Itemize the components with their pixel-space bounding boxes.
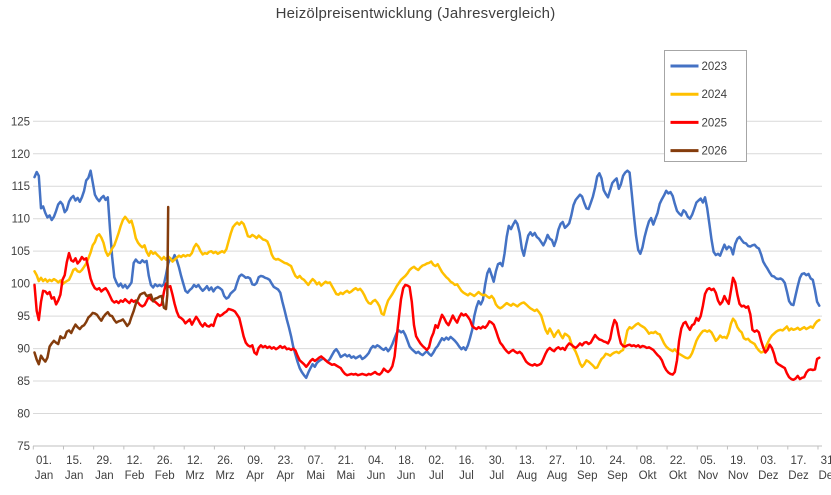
x-tick-label: 19. Nov	[728, 455, 749, 482]
x-tick-label: 16. Jul	[459, 455, 475, 482]
y-tick-label: 75	[17, 441, 30, 453]
y-tick-label: 120	[11, 149, 30, 161]
x-tick-label: 23. Apr	[276, 455, 294, 482]
legend-label-2023: 2023	[702, 61, 728, 73]
x-tick-label: 01. Jan	[35, 455, 54, 482]
series-line-2025[interactable]	[33, 251, 821, 382]
series-line-2026[interactable]	[33, 205, 170, 366]
x-tick-label: 24. Sep	[607, 455, 627, 482]
x-tick-label: 21. Mai	[337, 455, 356, 482]
series-line-2023[interactable]	[33, 169, 821, 380]
y-tick-label: 115	[12, 181, 30, 193]
y-tick-label: 95	[17, 311, 30, 323]
x-tick-label: 26. Mrz	[215, 455, 234, 482]
chart-title: Heizölpreisentwicklung (Jahresvergleich)	[275, 5, 556, 22]
legend-entry-2025[interactable]: 2025	[670, 117, 728, 129]
x-tick-label: 02. Jul	[428, 455, 444, 482]
x-tick-label: 12. Mrz	[185, 455, 204, 482]
x-tick-label: 26. Feb	[155, 455, 175, 482]
series-line-2024[interactable]	[33, 215, 821, 370]
x-tick-label: 07. Mai	[306, 455, 325, 482]
legend-box	[664, 50, 747, 162]
x-tick-label: 29. Jan	[95, 455, 114, 482]
y-tick-label: 105	[11, 246, 30, 258]
x-tick-label: 05. Nov	[698, 455, 719, 482]
legend-entry-2023[interactable]: 2023	[670, 61, 728, 73]
x-tick-label: 08. Okt	[639, 455, 658, 482]
x-tick-label: 13. Aug	[517, 455, 537, 482]
x-tick-label: 31.Dez	[818, 455, 831, 482]
legend-entry-2024[interactable]: 2024	[670, 89, 728, 101]
y-tick-label: 85	[17, 376, 30, 388]
legend-label-2025: 2025	[702, 117, 728, 129]
x-tick-label: 15. Jan	[65, 455, 84, 482]
x-tick-label: 12. Feb	[125, 455, 145, 482]
x-tick-label: 17. Dez	[788, 455, 809, 482]
y-tick-label: 100	[11, 279, 30, 291]
x-tick-label: 30. Jul	[489, 455, 505, 482]
legend-entry-2026[interactable]: 2026	[670, 146, 728, 158]
legend-label-2024: 2024	[702, 89, 728, 101]
y-tick-label: 110	[12, 214, 30, 226]
legend-label-2026: 2026	[702, 146, 728, 158]
y-tick-label: 80	[17, 409, 30, 421]
x-tick-label: 18. Jun	[397, 455, 416, 482]
x-tick-label: 10. Sep	[577, 455, 597, 482]
x-tick-label: 03. Dez	[758, 455, 779, 482]
x-tick-label: 04. Jun	[367, 455, 386, 482]
y-tick-label: 90	[17, 344, 30, 356]
x-tick-label: 22. Okt	[669, 455, 688, 482]
y-tick-label: 125	[11, 116, 30, 128]
x-tick-label: 09. Apr	[246, 455, 264, 482]
x-tick-label: 27. Aug	[547, 455, 567, 482]
